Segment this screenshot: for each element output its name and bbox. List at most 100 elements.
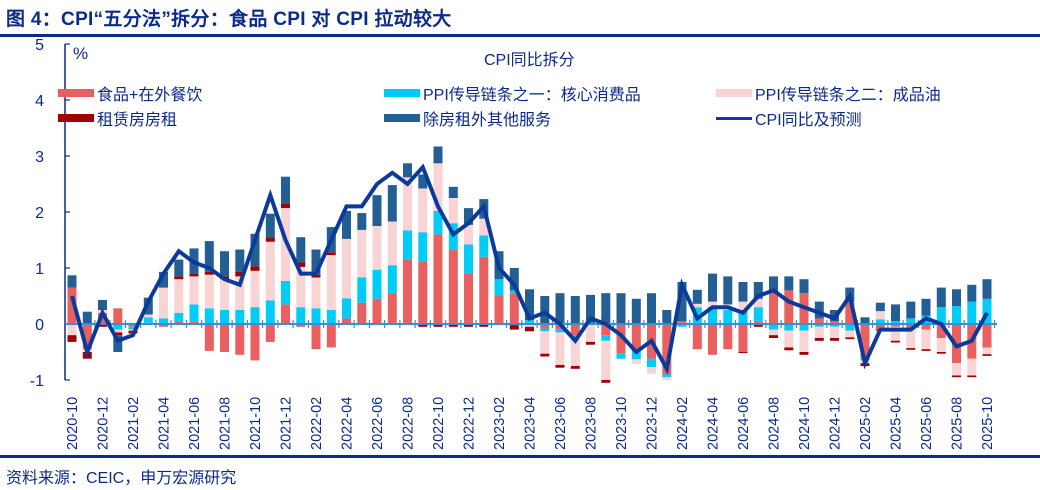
- bar-segment: [662, 310, 672, 324]
- x-tick-label: 2021-12: [279, 397, 295, 450]
- bar-segment: [357, 277, 367, 303]
- bar-segment: [189, 304, 199, 322]
- bar-segment: [906, 318, 916, 324]
- bar-segment: [296, 307, 306, 324]
- bar-segment: [662, 377, 672, 380]
- bar-segment: [220, 251, 229, 277]
- bar-segment: [631, 359, 641, 364]
- bar-segment: [235, 324, 245, 355]
- bar-segment: [906, 348, 916, 350]
- bar-segment: [296, 324, 306, 327]
- bar-segment: [479, 235, 489, 257]
- bar-segment: [753, 324, 763, 327]
- bar-segment: [830, 326, 839, 338]
- bar-segment: [479, 218, 489, 236]
- bar-segment: [540, 328, 550, 332]
- bar-segment: [936, 307, 946, 324]
- x-tick-label: 2025-10: [980, 397, 996, 450]
- bar-segment: [631, 298, 641, 324]
- line-layer: [70, 163, 989, 375]
- legend-swatch-rent: [58, 114, 94, 122]
- bar-segment: [769, 276, 778, 294]
- y-tick-label: 5: [35, 37, 44, 54]
- bar-segment: [586, 325, 595, 342]
- bar-segment: [860, 324, 870, 358]
- x-tick-label: 2022-10: [431, 397, 447, 450]
- x-tick-label: 2024-12: [828, 397, 844, 450]
- bar-segment: [204, 324, 214, 351]
- bar-segment: [723, 310, 733, 324]
- bar-segment: [586, 341, 595, 345]
- bar-segment: [601, 324, 611, 336]
- bar-segment: [265, 237, 275, 242]
- bar-segment: [814, 318, 824, 324]
- bar-segment: [448, 198, 458, 224]
- x-tick-label: 2023-12: [645, 397, 661, 450]
- bar-segment: [494, 296, 504, 324]
- bar-segment: [509, 293, 519, 324]
- bar-segment: [631, 350, 641, 360]
- bar-segment: [967, 358, 977, 376]
- bar-segment: [677, 321, 687, 324]
- bar-segment: [113, 329, 123, 333]
- bar-segment: [357, 213, 367, 230]
- cpi-breakdown-chart: 2020-10 2020-12 2021-02 2021-04 2021-06 2021-…: [30, 37, 997, 450]
- bar-segment: [387, 221, 397, 266]
- bar-segment: [814, 324, 824, 327]
- legend-label-food: 食品+在外餐饮: [97, 87, 203, 104]
- bar-segment: [982, 298, 992, 324]
- bar-segment: [326, 310, 336, 324]
- y-tick-labels: 5 4 3 2 1 0 -1: [30, 37, 44, 390]
- bar-segment: [570, 324, 580, 336]
- bar-segment: [235, 276, 245, 310]
- bar-segment: [875, 324, 885, 330]
- x-tick-label: 2021-02: [126, 397, 142, 450]
- bar-segment: [891, 324, 900, 327]
- bar-segment: [357, 229, 367, 278]
- bar-segment: [448, 250, 458, 324]
- bar-segment: [692, 289, 702, 304]
- bar-segment: [281, 280, 290, 305]
- bar-segment: [479, 256, 489, 324]
- bar-segment: [601, 335, 611, 341]
- legend-label-core-goods: PPI传导链条之一：核心消费品: [423, 87, 641, 104]
- bar-segment: [174, 259, 184, 277]
- y-tick-label: 2: [35, 205, 44, 222]
- bar-segment: [814, 338, 824, 341]
- bar-segment: [891, 326, 900, 341]
- bar-segment: [204, 241, 214, 272]
- bar-segment: [784, 276, 794, 291]
- bar-segment: [67, 324, 77, 336]
- bar-segment: [464, 224, 473, 245]
- bar-segment: [387, 293, 397, 324]
- bar-segment: [799, 279, 809, 294]
- bar-segment: [464, 324, 473, 327]
- bar-segment: [799, 352, 809, 355]
- bar-segment: [692, 303, 702, 308]
- bar-segment: [372, 195, 382, 226]
- bar-segment: [540, 324, 550, 329]
- bar-segment: [509, 268, 519, 291]
- bar-segment: [677, 324, 687, 327]
- x-tick-label: 2021-06: [187, 397, 203, 450]
- bar-segment: [250, 324, 260, 361]
- bar-segment: [342, 298, 351, 319]
- bar-segment: [448, 324, 458, 327]
- x-tick-labels: 2020-10 2020-12 2021-02 2021-04 2021-06 2021-…: [65, 397, 996, 450]
- bar-segment: [952, 306, 961, 324]
- bar-segment: [662, 324, 672, 375]
- legend-swatch-cpi-line: [716, 116, 752, 120]
- title-rule: [0, 34, 1040, 37]
- bar-segment: [509, 290, 519, 294]
- bar-segment: [830, 338, 839, 341]
- source-note: 资料来源：CEIC，申万宏源研究: [6, 470, 237, 487]
- bar-segment: [845, 337, 855, 340]
- bar-segment: [555, 332, 565, 365]
- bar-segment: [296, 262, 306, 267]
- bar-segment: [204, 271, 214, 275]
- bar-segment: [342, 210, 351, 239]
- bar-segment: [525, 289, 534, 321]
- x-tick-label: 2022-02: [309, 397, 325, 450]
- x-tick-label: 2022-12: [462, 397, 478, 450]
- bar-segment: [433, 146, 443, 164]
